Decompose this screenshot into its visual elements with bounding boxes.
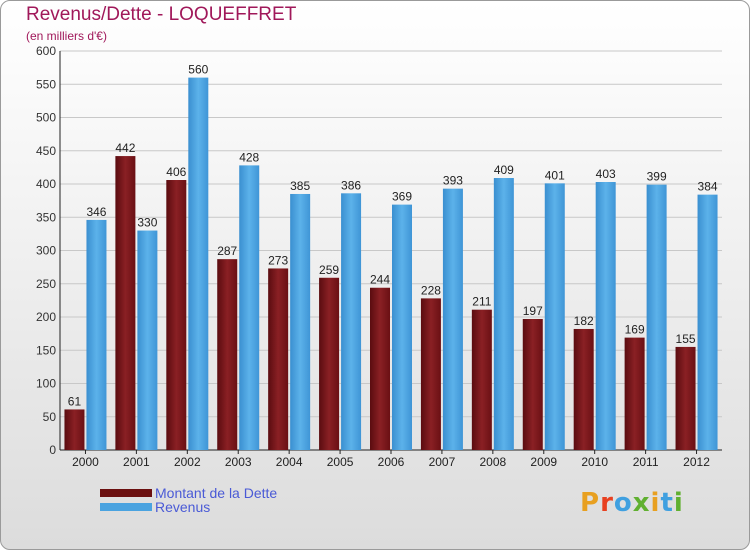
y-tick-label: 400 xyxy=(36,177,56,191)
bar-debt xyxy=(624,337,645,450)
x-tick-label: 2008 xyxy=(479,455,506,469)
bar-revenue xyxy=(239,165,260,450)
bar-revenue xyxy=(493,178,514,450)
logo-letter: i xyxy=(650,488,661,518)
x-tick-label: 2000 xyxy=(72,455,99,469)
x-tick-label: 2007 xyxy=(429,455,456,469)
data-label-revenue: 401 xyxy=(545,168,565,182)
bar-debt xyxy=(370,287,390,450)
bar-debt xyxy=(522,318,543,450)
y-tick-label: 350 xyxy=(36,210,56,224)
x-tick-label: 2003 xyxy=(225,455,252,469)
bar-debt xyxy=(471,309,492,450)
data-label-revenue: 346 xyxy=(86,205,106,219)
data-label-debt: 197 xyxy=(523,304,543,318)
legend-swatch-debt xyxy=(100,489,152,497)
data-label-debt: 273 xyxy=(268,253,288,267)
x-tick-label: 2011 xyxy=(633,455,659,469)
y-tick-label: 300 xyxy=(36,244,56,258)
data-label-debt: 287 xyxy=(217,244,237,258)
bar-revenue xyxy=(392,204,412,450)
bar-revenue xyxy=(697,194,718,450)
y-tick-label: 500 xyxy=(36,111,56,125)
data-label-revenue: 409 xyxy=(494,163,514,177)
data-label-debt: 169 xyxy=(625,323,645,337)
x-tick-label: 2006 xyxy=(378,455,405,469)
x-tick-label: 2012 xyxy=(683,455,710,469)
data-label-revenue: 386 xyxy=(341,178,361,192)
bar-debt xyxy=(675,346,696,450)
chart-subtitle: (en milliers d'€) xyxy=(26,29,107,43)
data-label-debt: 259 xyxy=(319,263,339,277)
data-label-revenue: 399 xyxy=(647,170,667,184)
y-tick-label: 200 xyxy=(36,310,56,324)
logo-letter: i xyxy=(673,488,684,518)
legend-label-debt: Montant de la Dette xyxy=(155,485,278,501)
data-label-debt: 244 xyxy=(370,273,390,287)
bar-revenue xyxy=(341,193,362,450)
data-label-debt: 61 xyxy=(68,394,82,408)
bar-debt xyxy=(64,409,85,450)
bar-revenue xyxy=(188,77,209,450)
data-label-revenue: 428 xyxy=(239,150,259,164)
data-label-debt: 442 xyxy=(115,141,135,155)
bar-revenue xyxy=(137,230,158,450)
data-label-revenue: 384 xyxy=(698,180,718,194)
data-label-revenue: 385 xyxy=(290,179,310,193)
legend-label-revenue: Revenus xyxy=(155,499,211,515)
data-label-revenue: 369 xyxy=(392,190,412,204)
bar-debt xyxy=(115,156,136,450)
data-label-revenue: 330 xyxy=(137,216,157,230)
y-tick-label: 550 xyxy=(36,77,56,91)
data-label-revenue: 393 xyxy=(443,174,463,188)
data-label-debt: 211 xyxy=(472,295,491,309)
bar-debt xyxy=(166,180,187,450)
proxiti-logo: Proxiti xyxy=(580,488,684,518)
x-tick-label: 2005 xyxy=(327,455,354,469)
x-tick-label: 2010 xyxy=(581,455,608,469)
data-label-debt: 406 xyxy=(166,165,186,179)
legend-swatch-revenue xyxy=(100,503,152,511)
data-label-revenue: 403 xyxy=(596,167,616,181)
bar-revenue xyxy=(442,188,463,450)
logo-letter: P xyxy=(580,488,601,518)
bar-debt xyxy=(268,268,289,450)
x-tick-label: 2004 xyxy=(276,455,303,469)
data-label-revenue: 560 xyxy=(188,63,208,77)
bar-revenue xyxy=(544,183,565,450)
bar-revenue xyxy=(86,219,107,450)
bar-debt xyxy=(217,259,238,450)
chart-title: Revenus/Dette - LOQUEFFRET xyxy=(26,4,297,25)
y-tick-label: 250 xyxy=(36,277,56,291)
data-label-debt: 228 xyxy=(421,283,441,297)
data-label-debt: 182 xyxy=(574,314,594,328)
bar-debt xyxy=(420,298,441,450)
y-tick-label: 0 xyxy=(49,443,56,457)
logo-letter: x xyxy=(632,488,651,518)
y-tick-label: 100 xyxy=(36,377,56,391)
logo-letter: r xyxy=(600,488,614,518)
x-tick-label: 2002 xyxy=(174,455,201,469)
x-tick-label: 2009 xyxy=(530,455,557,469)
y-tick-label: 600 xyxy=(36,44,56,58)
logo-letter: t xyxy=(660,488,674,518)
y-tick-label: 150 xyxy=(36,343,56,357)
data-label-debt: 155 xyxy=(676,332,696,346)
logo-letter: o xyxy=(613,488,633,518)
bar-revenue xyxy=(595,182,616,450)
bar-debt xyxy=(573,328,594,450)
y-tick-label: 50 xyxy=(43,410,57,424)
x-tick-label: 2001 xyxy=(123,455,150,469)
bar-revenue xyxy=(646,184,667,451)
y-tick-label: 450 xyxy=(36,144,56,158)
bar-revenue xyxy=(290,193,311,450)
bar-debt xyxy=(319,277,340,450)
